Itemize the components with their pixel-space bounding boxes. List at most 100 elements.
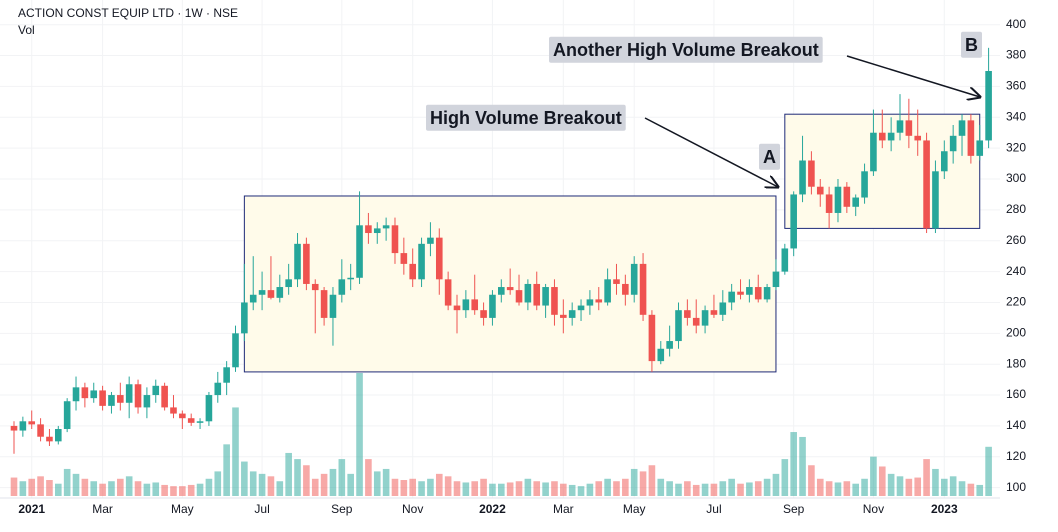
volume-bar (604, 478, 611, 496)
x-tick-label: Mar (553, 502, 574, 516)
candle-body (622, 283, 629, 295)
volume-bar (37, 476, 44, 496)
volume-bar (55, 483, 62, 496)
candle-body (914, 135, 922, 141)
volume-bar (161, 484, 168, 496)
volume-bar (648, 465, 656, 496)
volume-bar (754, 481, 762, 496)
volume-bar (719, 481, 727, 496)
candle-body (303, 243, 310, 284)
volume-bar (905, 478, 913, 496)
volume-bar (365, 459, 372, 496)
candle-body (205, 395, 213, 422)
volume-bar (586, 483, 594, 496)
annotation-box (961, 31, 982, 58)
y-tick-label: 360 (1006, 79, 1026, 93)
candle-body (692, 317, 700, 326)
y-tick-label: 160 (1006, 387, 1026, 401)
candle-body (427, 237, 434, 244)
candle-body (852, 197, 859, 207)
volume-bar (311, 478, 319, 496)
volume-bar (684, 481, 691, 496)
candle-body (506, 287, 514, 291)
x-tick-label: Jul (254, 502, 269, 516)
candle-body (55, 429, 62, 442)
volume-bar (285, 452, 292, 496)
candle-body (267, 290, 275, 298)
y-tick-label: 260 (1006, 233, 1026, 247)
candle-body (90, 390, 98, 399)
candle-body (329, 294, 337, 318)
annotation-box (759, 143, 780, 170)
volume-bar (613, 481, 620, 496)
volume-bar (205, 478, 213, 496)
volume-bar (125, 476, 133, 496)
y-tick-label: 280 (1006, 202, 1026, 216)
candle-body (143, 395, 151, 408)
candle-body (772, 271, 780, 288)
volume-bar (258, 473, 266, 496)
candle-body (746, 287, 753, 295)
volume-bar (896, 476, 904, 496)
volume-bar (746, 482, 753, 496)
candle-body (825, 194, 833, 213)
candle-body (72, 387, 80, 402)
candle-body (19, 421, 27, 431)
candle-body (551, 287, 558, 315)
candle-body (666, 341, 673, 349)
candle-body (657, 348, 665, 362)
volume-bar (816, 478, 824, 496)
candle-body (976, 140, 984, 156)
volume-bar (444, 476, 452, 496)
candle-body (471, 299, 479, 311)
volume-bar (737, 483, 744, 496)
volume-bar (28, 478, 36, 496)
volume-bar (657, 478, 665, 496)
volume-bar (843, 481, 851, 496)
candle-body (701, 310, 709, 326)
volume-bar (391, 478, 399, 496)
volume-bar (462, 482, 470, 496)
volume-bar (923, 459, 930, 496)
candle-body (356, 225, 363, 278)
y-tick-label: 380 (1006, 48, 1026, 62)
candle-body (870, 132, 877, 172)
y-tick-label: 400 (1006, 17, 1026, 31)
volume-bar (427, 478, 434, 496)
y-tick-label: 300 (1006, 171, 1026, 185)
volume-bar (551, 481, 558, 496)
volume-bar (949, 476, 957, 496)
volume-bar (666, 481, 673, 496)
candle-body (542, 287, 549, 306)
candle-body (241, 302, 248, 334)
y-tick-label: 220 (1006, 295, 1026, 309)
volume-bar (967, 483, 975, 496)
volume-bar (728, 478, 735, 496)
candle-body (958, 120, 966, 136)
volume-bar (223, 444, 230, 496)
x-tick-label: May (171, 502, 194, 516)
candle-body (187, 418, 195, 423)
annotation: Another High Volume Breakout (553, 40, 819, 60)
volume-bar (108, 481, 115, 496)
candle-body (108, 395, 115, 406)
volume-bar (249, 471, 257, 496)
candle-body (932, 171, 939, 229)
candle-body (382, 225, 390, 229)
candle-body (444, 279, 452, 306)
volume-bar (471, 481, 479, 496)
candle-body (905, 120, 913, 136)
x-tick-label: May (623, 502, 646, 516)
annotation: High Volume Breakout (430, 108, 622, 128)
candle-body (781, 248, 789, 272)
candle-body (223, 367, 230, 383)
volume-bar (524, 478, 532, 496)
candle-body (648, 314, 656, 362)
candle-body (577, 305, 585, 311)
candle-body (604, 279, 611, 303)
candle-body (524, 283, 532, 303)
volume-bar (914, 477, 922, 496)
candle-body (435, 237, 443, 280)
candle-body (949, 135, 957, 152)
volume-bar (568, 484, 576, 496)
